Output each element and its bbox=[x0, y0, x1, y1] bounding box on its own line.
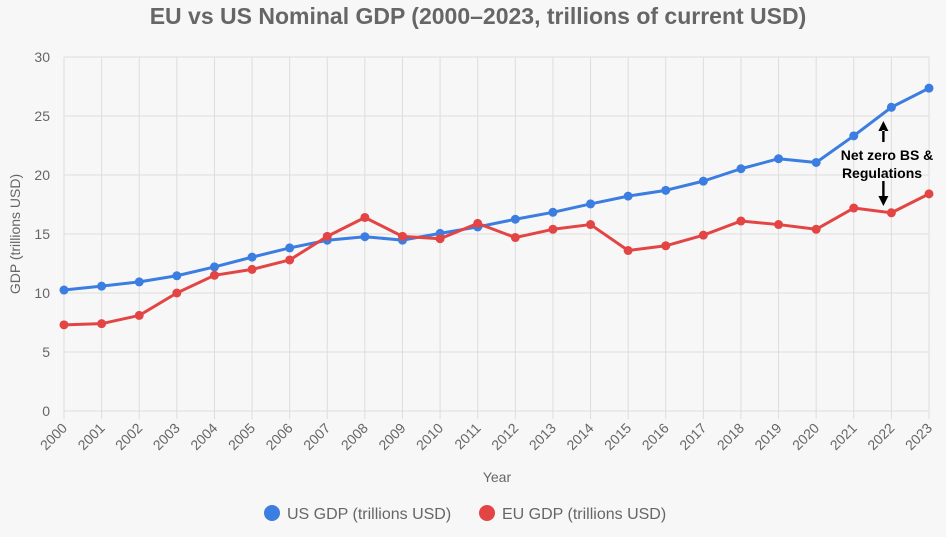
data-point-eu[interactable] bbox=[548, 224, 558, 234]
data-point-us[interactable] bbox=[172, 271, 182, 281]
annotation-text-line2: Regulations bbox=[842, 165, 922, 181]
data-point-us[interactable] bbox=[209, 262, 219, 272]
x-tick-label: 2000 bbox=[37, 420, 70, 453]
data-point-eu[interactable] bbox=[924, 189, 934, 199]
data-point-eu[interactable] bbox=[849, 203, 859, 213]
x-tick-label: 2006 bbox=[262, 420, 295, 453]
data-point-us[interactable] bbox=[623, 191, 633, 201]
legend: US GDP (trillions USD) EU GDP (trillions… bbox=[264, 505, 666, 523]
data-point-eu[interactable] bbox=[360, 212, 370, 222]
data-point-us[interactable] bbox=[285, 243, 295, 253]
legend-item-us[interactable]: US GDP (trillions USD) bbox=[264, 505, 451, 523]
legend-marker-us bbox=[264, 505, 280, 521]
data-point-eu[interactable] bbox=[586, 220, 596, 230]
x-tick-label: 2005 bbox=[225, 420, 258, 453]
data-point-us[interactable] bbox=[134, 277, 144, 287]
data-point-eu[interactable] bbox=[172, 288, 182, 298]
x-tick-label: 2002 bbox=[112, 420, 145, 453]
legend-label-eu: EU GDP (trillions USD) bbox=[502, 506, 666, 523]
data-point-us[interactable] bbox=[247, 252, 257, 262]
data-point-us[interactable] bbox=[849, 131, 859, 141]
annotation: Net zero BS & Regulations bbox=[841, 121, 934, 206]
x-tick-label: 2014 bbox=[563, 420, 596, 453]
x-axis-ticks: 2000 2001 2002 2003 2004 2005 2006 2007 2008 2009… bbox=[37, 420, 935, 453]
x-tick-label: 2013 bbox=[526, 420, 559, 453]
gridlines bbox=[63, 56, 930, 419]
data-point-eu[interactable] bbox=[209, 270, 219, 280]
x-tick-label: 2019 bbox=[751, 420, 784, 453]
x-tick-label: 2001 bbox=[74, 420, 107, 453]
data-point-us[interactable] bbox=[698, 176, 708, 186]
data-point-us[interactable] bbox=[586, 199, 596, 209]
data-point-us[interactable] bbox=[811, 157, 821, 167]
data-point-eu[interactable] bbox=[397, 231, 407, 241]
x-tick-label: 2003 bbox=[150, 420, 183, 453]
x-tick-label: 2004 bbox=[187, 420, 220, 453]
data-point-us[interactable] bbox=[924, 83, 934, 93]
data-point-eu[interactable] bbox=[811, 224, 821, 234]
data-point-us[interactable] bbox=[886, 102, 896, 112]
x-tick-label: 2007 bbox=[300, 420, 333, 453]
arrow-up-icon bbox=[878, 121, 889, 142]
y-tick-label: 25 bbox=[34, 108, 50, 124]
data-point-eu[interactable] bbox=[698, 230, 708, 240]
legend-item-eu[interactable]: EU GDP (trillions USD) bbox=[479, 505, 666, 523]
y-axis-label: GDP (trillions USD) bbox=[7, 174, 23, 294]
x-tick-label: 2009 bbox=[375, 420, 408, 453]
x-tick-label: 2012 bbox=[488, 420, 521, 453]
y-tick-label: 20 bbox=[34, 167, 50, 183]
annotation-text-line1: Net zero BS & bbox=[841, 147, 934, 163]
x-tick-label: 2020 bbox=[789, 420, 822, 453]
x-tick-label: 2011 bbox=[451, 420, 484, 453]
data-point-eu[interactable] bbox=[736, 216, 746, 226]
data-point-us[interactable] bbox=[97, 281, 107, 291]
chart-title: EU vs US Nominal GDP (2000–2023, trillio… bbox=[150, 3, 807, 29]
data-point-eu[interactable] bbox=[886, 208, 896, 218]
data-point-eu[interactable] bbox=[285, 255, 295, 265]
data-point-us[interactable] bbox=[661, 185, 671, 195]
x-tick-label: 2018 bbox=[714, 420, 747, 453]
data-point-eu[interactable] bbox=[623, 246, 633, 256]
y-tick-label: 15 bbox=[34, 226, 50, 242]
x-tick-label: 2016 bbox=[639, 420, 672, 453]
series-layer bbox=[59, 83, 934, 330]
data-point-us[interactable] bbox=[59, 285, 69, 295]
legend-marker-eu bbox=[479, 505, 495, 521]
x-tick-label: 2023 bbox=[902, 420, 935, 453]
x-tick-label: 2008 bbox=[338, 420, 371, 453]
x-tick-label: 2022 bbox=[864, 420, 897, 453]
data-point-eu[interactable] bbox=[134, 310, 144, 320]
data-point-us[interactable] bbox=[510, 214, 520, 224]
data-point-us[interactable] bbox=[774, 154, 784, 164]
y-tick-label: 5 bbox=[42, 344, 50, 360]
data-point-eu[interactable] bbox=[247, 264, 257, 274]
data-point-eu[interactable] bbox=[322, 231, 332, 241]
data-point-eu[interactable] bbox=[435, 234, 445, 244]
y-axis-ticks: 0 5 10 15 20 25 30 bbox=[34, 49, 50, 419]
y-tick-label: 30 bbox=[34, 49, 50, 65]
data-point-eu[interactable] bbox=[59, 320, 69, 330]
data-point-us[interactable] bbox=[736, 164, 746, 174]
x-tick-label: 2017 bbox=[676, 420, 709, 453]
data-point-eu[interactable] bbox=[97, 319, 107, 329]
x-tick-label: 2015 bbox=[601, 420, 634, 453]
data-point-eu[interactable] bbox=[774, 220, 784, 230]
data-point-us[interactable] bbox=[360, 232, 370, 242]
series-line-eu bbox=[63, 192, 930, 327]
y-tick-label: 0 bbox=[42, 403, 50, 419]
data-point-us[interactable] bbox=[548, 207, 558, 217]
data-point-eu[interactable] bbox=[661, 241, 671, 251]
series-line-us bbox=[63, 86, 930, 292]
arrow-down-icon bbox=[878, 181, 889, 206]
data-point-eu[interactable] bbox=[473, 218, 483, 228]
y-tick-label: 10 bbox=[34, 285, 50, 301]
x-axis-label: Year bbox=[483, 469, 512, 485]
x-tick-label: 2010 bbox=[413, 420, 446, 453]
legend-label-us: US GDP (trillions USD) bbox=[287, 506, 451, 523]
data-point-eu[interactable] bbox=[510, 233, 520, 243]
x-tick-label: 2021 bbox=[827, 420, 860, 453]
